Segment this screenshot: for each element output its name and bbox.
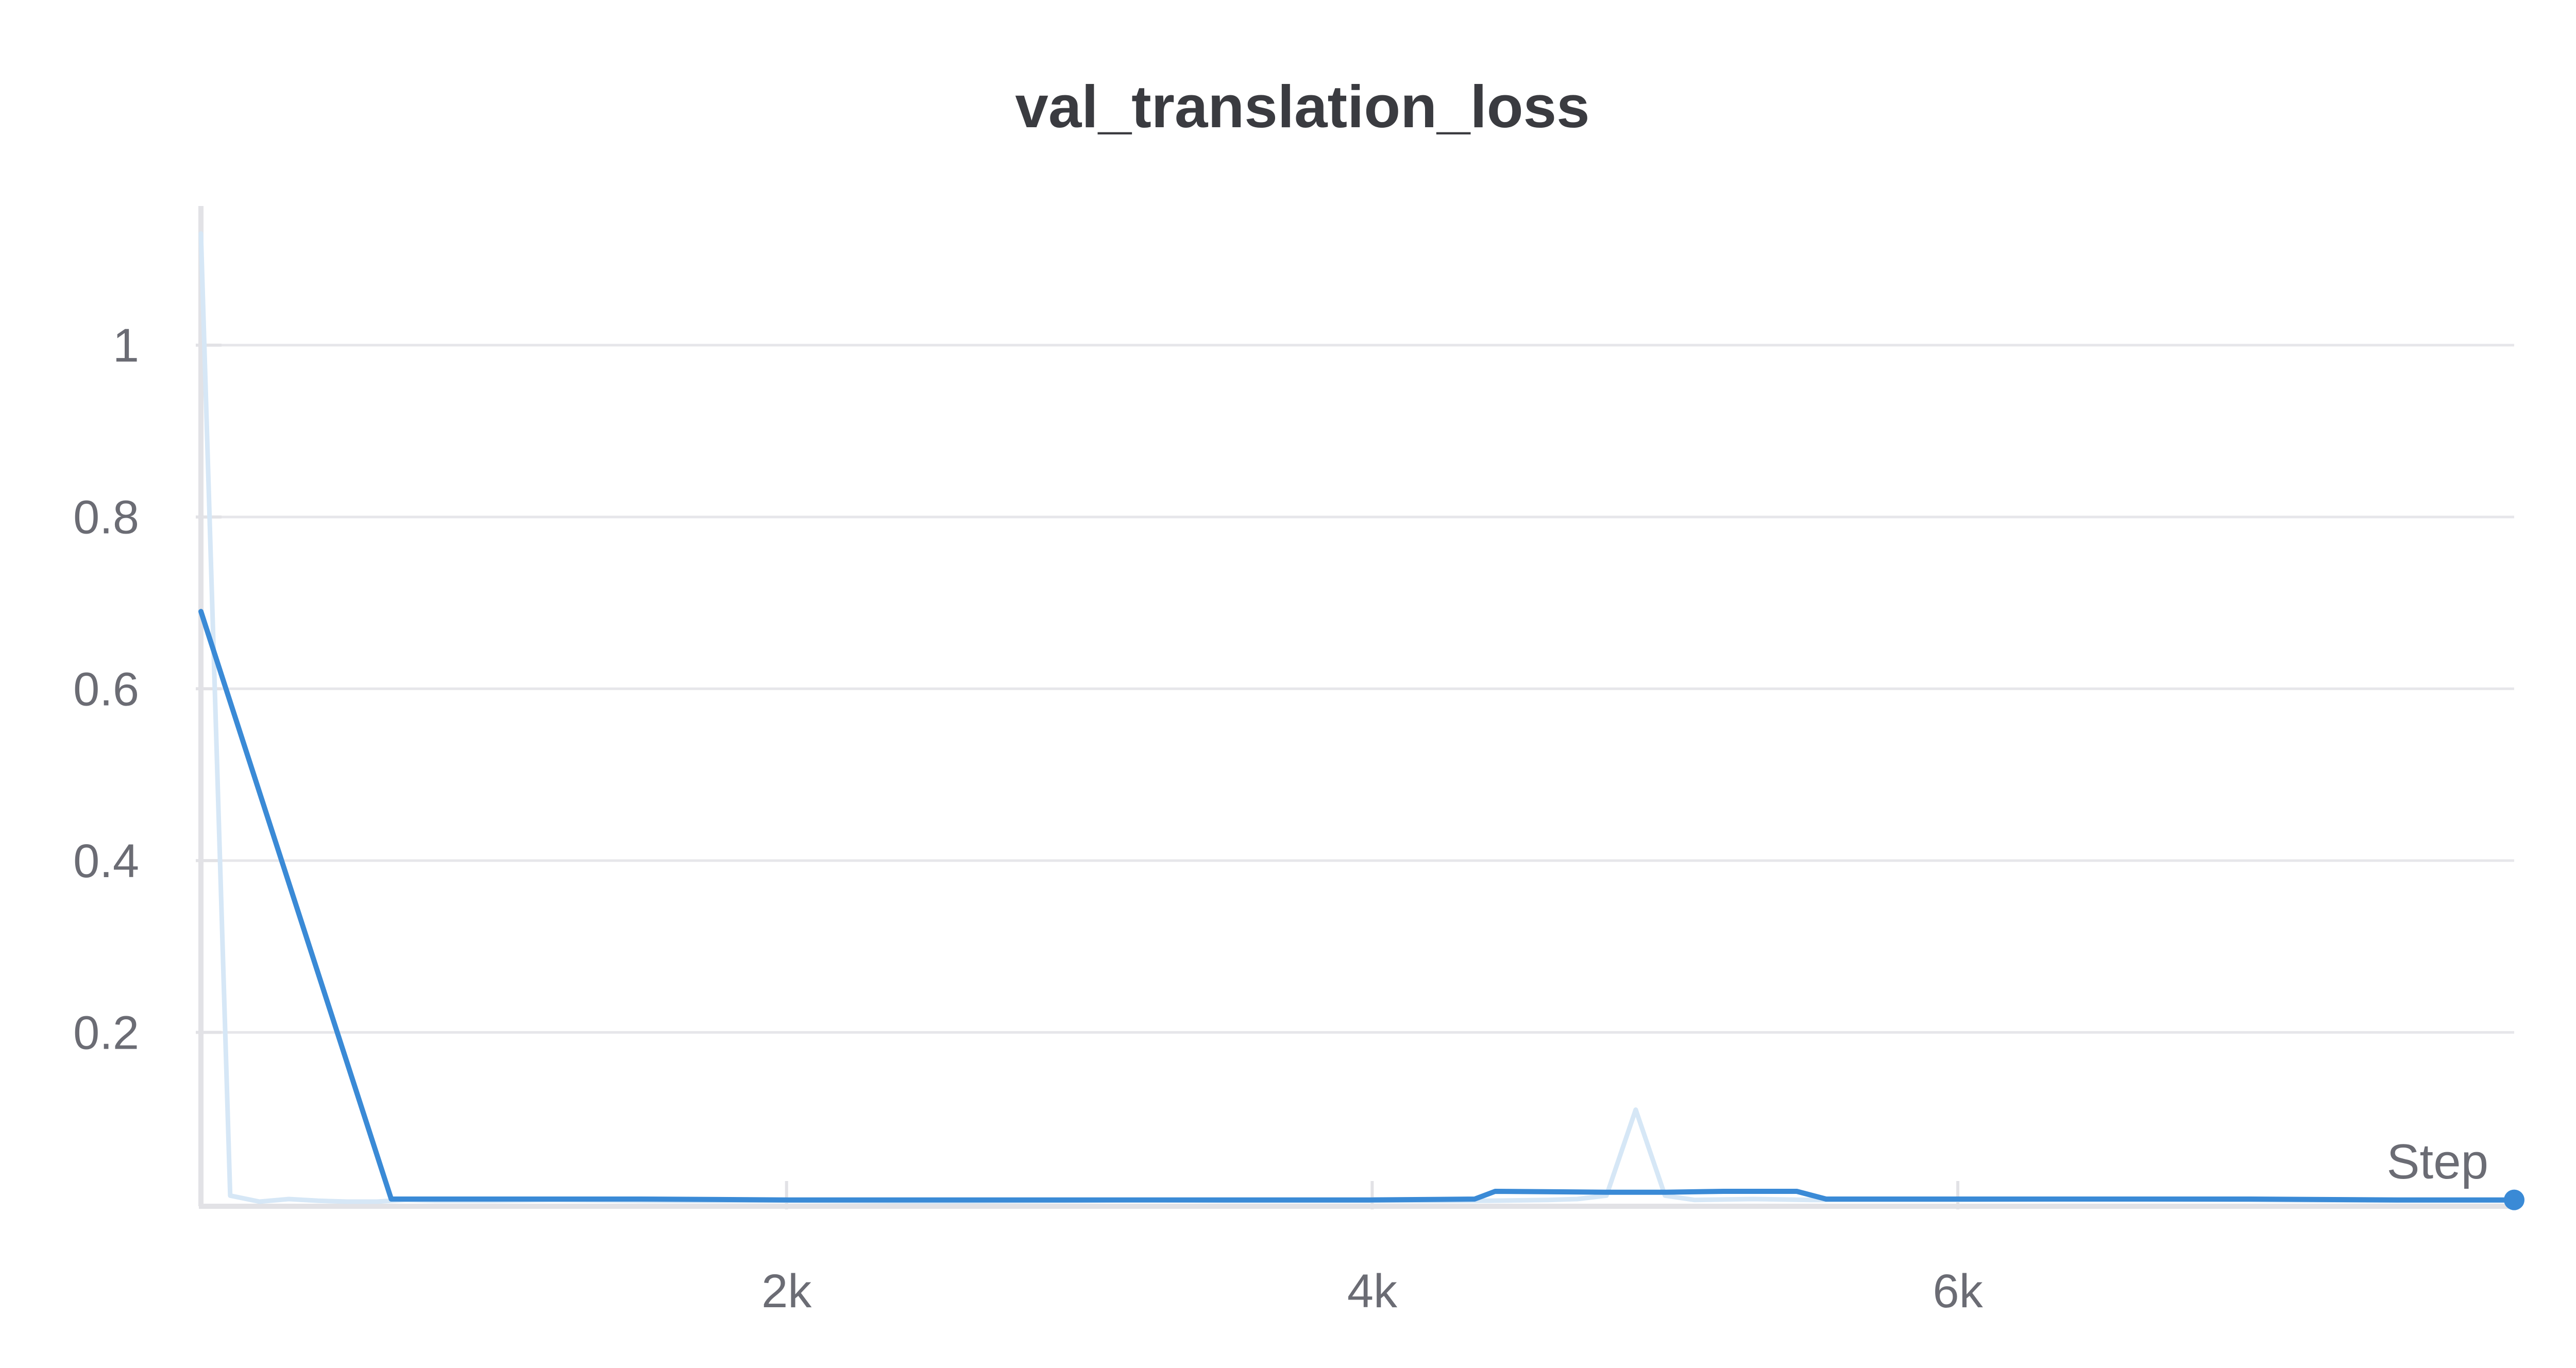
x-tick-label-0: 2k [761, 1265, 812, 1318]
series-end-marker [2504, 1190, 2524, 1210]
y-tick-label-0: 0.2 [73, 1006, 139, 1059]
x-axis-label: Step [2387, 1134, 2488, 1189]
y-tick-label-2: 0.6 [73, 663, 139, 715]
y-tick-label-1: 0.4 [73, 835, 139, 887]
series-line-smoothed [201, 611, 2514, 1200]
y-tick-label-4: 1 [113, 319, 139, 372]
series-line-raw [201, 233, 2514, 1202]
x-tick-label-2: 6k [1933, 1265, 1984, 1318]
x-tick-label-1: 4k [1347, 1265, 1398, 1318]
y-tick-label-3: 0.8 [73, 491, 139, 544]
